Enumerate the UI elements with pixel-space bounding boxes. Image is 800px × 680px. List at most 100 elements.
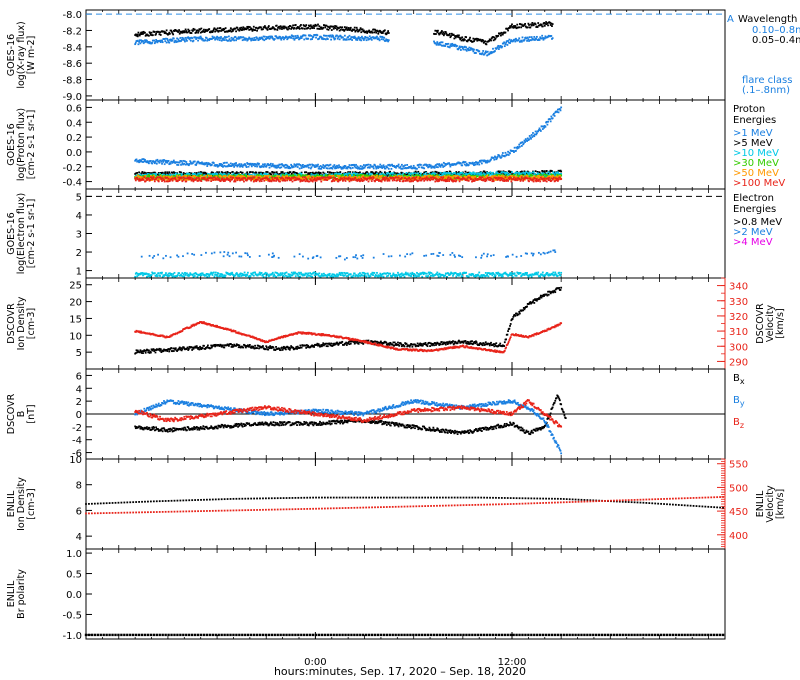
data-point xyxy=(445,32,448,35)
data-point xyxy=(353,163,355,166)
data-point xyxy=(203,162,205,165)
data-point xyxy=(237,28,240,31)
data-point xyxy=(513,151,515,154)
data-point xyxy=(322,38,325,41)
data-point xyxy=(251,178,254,180)
data-point xyxy=(140,33,143,35)
data-point xyxy=(357,36,360,38)
data-point xyxy=(530,36,533,38)
data-point xyxy=(380,166,382,169)
data-point xyxy=(184,172,187,175)
data-point xyxy=(327,28,330,31)
data-point xyxy=(510,24,513,27)
data-point xyxy=(181,174,184,177)
data-point xyxy=(156,176,159,179)
data-point xyxy=(353,26,356,29)
data-point xyxy=(218,29,220,32)
data-point xyxy=(538,39,541,41)
data-point xyxy=(479,38,482,41)
data-point xyxy=(144,39,146,42)
data-point xyxy=(184,28,187,31)
data-point xyxy=(134,41,137,44)
data-point xyxy=(231,28,234,31)
data-point xyxy=(294,164,296,167)
data-point xyxy=(163,172,166,175)
data-point xyxy=(134,179,137,182)
data-point xyxy=(280,38,283,41)
data-point xyxy=(298,167,301,170)
data-point xyxy=(438,163,441,165)
data-point xyxy=(378,39,381,42)
data-point xyxy=(519,40,522,43)
data-point xyxy=(216,164,218,166)
data-point xyxy=(276,177,279,179)
data-point xyxy=(488,52,491,55)
data-point xyxy=(303,178,306,181)
data-point xyxy=(308,180,311,183)
data-point xyxy=(212,162,215,164)
data-point xyxy=(549,24,552,26)
data-point xyxy=(232,172,235,175)
data-point xyxy=(330,25,333,28)
data-point xyxy=(216,27,219,30)
data-point xyxy=(269,163,272,166)
data-point xyxy=(527,38,530,41)
data-point xyxy=(176,174,178,177)
data-point xyxy=(391,163,393,166)
data-point xyxy=(376,165,379,168)
data-point xyxy=(434,29,437,32)
data-point xyxy=(443,32,446,35)
data-point xyxy=(342,36,344,39)
data-point xyxy=(526,170,529,173)
data-point xyxy=(144,40,147,43)
data-point xyxy=(485,160,488,162)
data-point xyxy=(265,164,268,167)
data-point xyxy=(466,40,469,43)
data-point xyxy=(138,161,140,164)
data-point xyxy=(449,165,452,168)
data-point xyxy=(233,162,236,165)
data-point xyxy=(362,29,365,32)
data-point xyxy=(505,41,508,44)
data-point xyxy=(175,161,178,164)
data-point xyxy=(311,180,314,183)
data-point xyxy=(182,38,184,41)
data-point xyxy=(157,173,159,176)
data-point xyxy=(368,35,371,38)
data-point xyxy=(473,48,475,51)
data-point xyxy=(163,38,166,40)
data-point xyxy=(290,165,293,168)
data-point xyxy=(237,37,239,40)
data-point xyxy=(340,166,342,169)
data-point xyxy=(508,26,511,29)
data-point xyxy=(528,40,530,42)
data-point xyxy=(140,40,143,43)
data-point xyxy=(159,39,161,42)
data-point xyxy=(264,25,266,27)
data-point xyxy=(381,166,384,169)
data-point xyxy=(475,161,478,164)
data-point xyxy=(376,30,379,33)
data-point xyxy=(353,178,355,181)
data-point xyxy=(262,28,264,31)
data-point xyxy=(326,167,329,170)
data-point xyxy=(469,36,471,39)
data-point xyxy=(468,174,471,177)
data-point xyxy=(496,47,498,50)
data-point xyxy=(246,162,249,164)
data-point xyxy=(254,165,256,168)
data-point xyxy=(417,164,420,166)
data-point xyxy=(454,35,456,37)
data-point xyxy=(344,28,347,31)
data-point xyxy=(454,44,457,47)
data-point xyxy=(163,173,165,176)
data-point xyxy=(239,164,242,167)
data-point xyxy=(365,39,368,42)
data-point xyxy=(341,26,344,29)
data-point xyxy=(256,178,259,181)
data-point xyxy=(418,166,420,169)
data-point xyxy=(387,167,390,170)
data-point xyxy=(267,174,270,177)
data-point xyxy=(176,40,179,43)
data-point xyxy=(482,174,485,177)
